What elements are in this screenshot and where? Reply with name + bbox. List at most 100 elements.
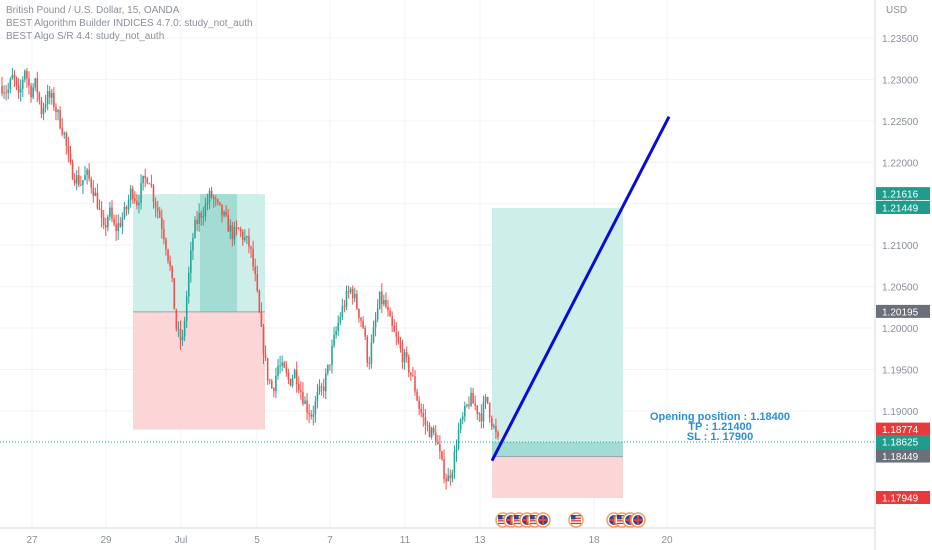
candle-body bbox=[490, 417, 493, 427]
price-tick-label: 1.19500 bbox=[882, 365, 919, 376]
flag-cross-v bbox=[526, 515, 528, 525]
candle-body bbox=[416, 391, 418, 401]
candle-body bbox=[252, 248, 254, 267]
price-badge[interactable] bbox=[876, 187, 930, 201]
candle-body bbox=[169, 261, 171, 267]
flag-stripe bbox=[530, 522, 540, 525]
price-badge[interactable] bbox=[876, 491, 930, 504]
price-tick-label: 1.22000 bbox=[882, 158, 919, 169]
candle-body bbox=[451, 472, 454, 479]
candle-body bbox=[302, 391, 304, 404]
planned-position-stop-zone[interactable] bbox=[492, 456, 623, 498]
candle-body bbox=[447, 475, 449, 482]
candle-body bbox=[231, 225, 234, 240]
candle-body bbox=[15, 77, 18, 86]
time-tick-label: Jul bbox=[175, 535, 188, 546]
price-badge[interactable] bbox=[876, 449, 930, 463]
us-flag-icon[interactable] bbox=[568, 512, 584, 528]
flag-canton bbox=[498, 515, 503, 520]
candle-body bbox=[426, 424, 429, 426]
note-stop-loss: SL : 1. 17900 bbox=[686, 431, 754, 443]
candle-body bbox=[385, 300, 387, 307]
candle-body bbox=[198, 212, 200, 224]
candle-body bbox=[262, 326, 265, 355]
candle-body bbox=[86, 169, 88, 175]
flag-stripe bbox=[617, 522, 627, 525]
time-tick-label: 20 bbox=[661, 535, 673, 546]
time-tick-label: 5 bbox=[254, 535, 260, 546]
candle-body bbox=[125, 206, 128, 210]
candle-body bbox=[28, 78, 30, 86]
candle-body bbox=[281, 362, 283, 366]
flag-stripe bbox=[498, 520, 508, 522]
candle-body bbox=[341, 306, 344, 318]
legend-indicator-sr[interactable]: BEST Algo S/R 4.4: study_not_auth bbox=[6, 31, 165, 42]
candle-body bbox=[187, 272, 190, 297]
candle-body bbox=[185, 296, 188, 321]
economic-events[interactable] bbox=[495, 512, 646, 528]
candle-body bbox=[183, 320, 186, 337]
candle-body bbox=[306, 400, 308, 413]
uk-flag-icon[interactable] bbox=[630, 512, 646, 528]
candle-body bbox=[24, 70, 26, 80]
candle-body bbox=[457, 429, 460, 449]
candle-body bbox=[90, 178, 93, 188]
price-axis[interactable]: 1.190001.195001.200001.205001.210001.215… bbox=[874, 0, 930, 550]
candle-body bbox=[55, 107, 57, 113]
candle-body bbox=[175, 309, 178, 330]
candle-body bbox=[17, 85, 20, 93]
candle-body bbox=[322, 387, 325, 392]
candle-body bbox=[150, 184, 153, 186]
candle-body bbox=[111, 207, 113, 219]
candle-body bbox=[181, 336, 184, 341]
candle-body bbox=[374, 319, 377, 328]
candle-body bbox=[275, 375, 277, 392]
candle-body bbox=[221, 204, 223, 216]
candle-body bbox=[300, 390, 302, 392]
price-badge[interactable] bbox=[876, 200, 930, 214]
candle-body bbox=[61, 128, 63, 135]
candle-body bbox=[308, 412, 310, 415]
candle-body bbox=[71, 161, 74, 180]
candle-body bbox=[410, 372, 412, 376]
candle-body bbox=[362, 320, 364, 329]
flag-stripe bbox=[514, 515, 524, 517]
candle-body bbox=[73, 179, 76, 184]
candle-body bbox=[320, 386, 323, 388]
planned-position-filled-zone[interactable] bbox=[492, 441, 623, 457]
candle-body bbox=[397, 336, 400, 343]
candle-body bbox=[88, 169, 90, 179]
candle-body bbox=[468, 404, 470, 406]
candle-body bbox=[235, 227, 238, 229]
time-tick-label: 7 bbox=[327, 535, 333, 546]
candle-body bbox=[217, 199, 219, 203]
legend-symbol[interactable]: British Pound / U.S. Dollar, 15, OANDA bbox=[6, 5, 180, 16]
price-badge[interactable] bbox=[876, 422, 930, 436]
candle-body bbox=[295, 369, 298, 384]
candle-body bbox=[148, 183, 151, 185]
candle-body bbox=[9, 79, 12, 90]
legend-indicator-builder[interactable]: BEST Algorithm Builder INDICES 4.7.0: st… bbox=[6, 18, 253, 29]
note-take-profit: TP : 1.21400 bbox=[688, 421, 752, 433]
candle-body bbox=[428, 425, 431, 438]
candle-body bbox=[214, 198, 217, 200]
candle-body bbox=[177, 329, 180, 330]
candle-body bbox=[142, 175, 144, 184]
candle-body bbox=[476, 405, 479, 414]
time-axis[interactable]: 27 29 Jul 5 7 11 13 18 20 bbox=[0, 527, 875, 546]
candle-body bbox=[51, 92, 53, 98]
candle-body bbox=[190, 250, 192, 273]
past-position-stop-zone[interactable] bbox=[133, 311, 265, 430]
position-note: Opening position : 1.18400 TP : 1.21400 … bbox=[640, 412, 800, 443]
candle-body bbox=[432, 427, 435, 433]
candle-body bbox=[134, 198, 136, 201]
uk-flag-icon[interactable] bbox=[535, 512, 551, 528]
price-badge[interactable] bbox=[876, 304, 930, 318]
candle-body bbox=[233, 227, 236, 240]
candle-body bbox=[329, 364, 331, 366]
candle-body bbox=[466, 404, 468, 407]
candle-body bbox=[358, 308, 360, 318]
candle-body bbox=[455, 448, 458, 452]
candle-body bbox=[219, 202, 221, 205]
